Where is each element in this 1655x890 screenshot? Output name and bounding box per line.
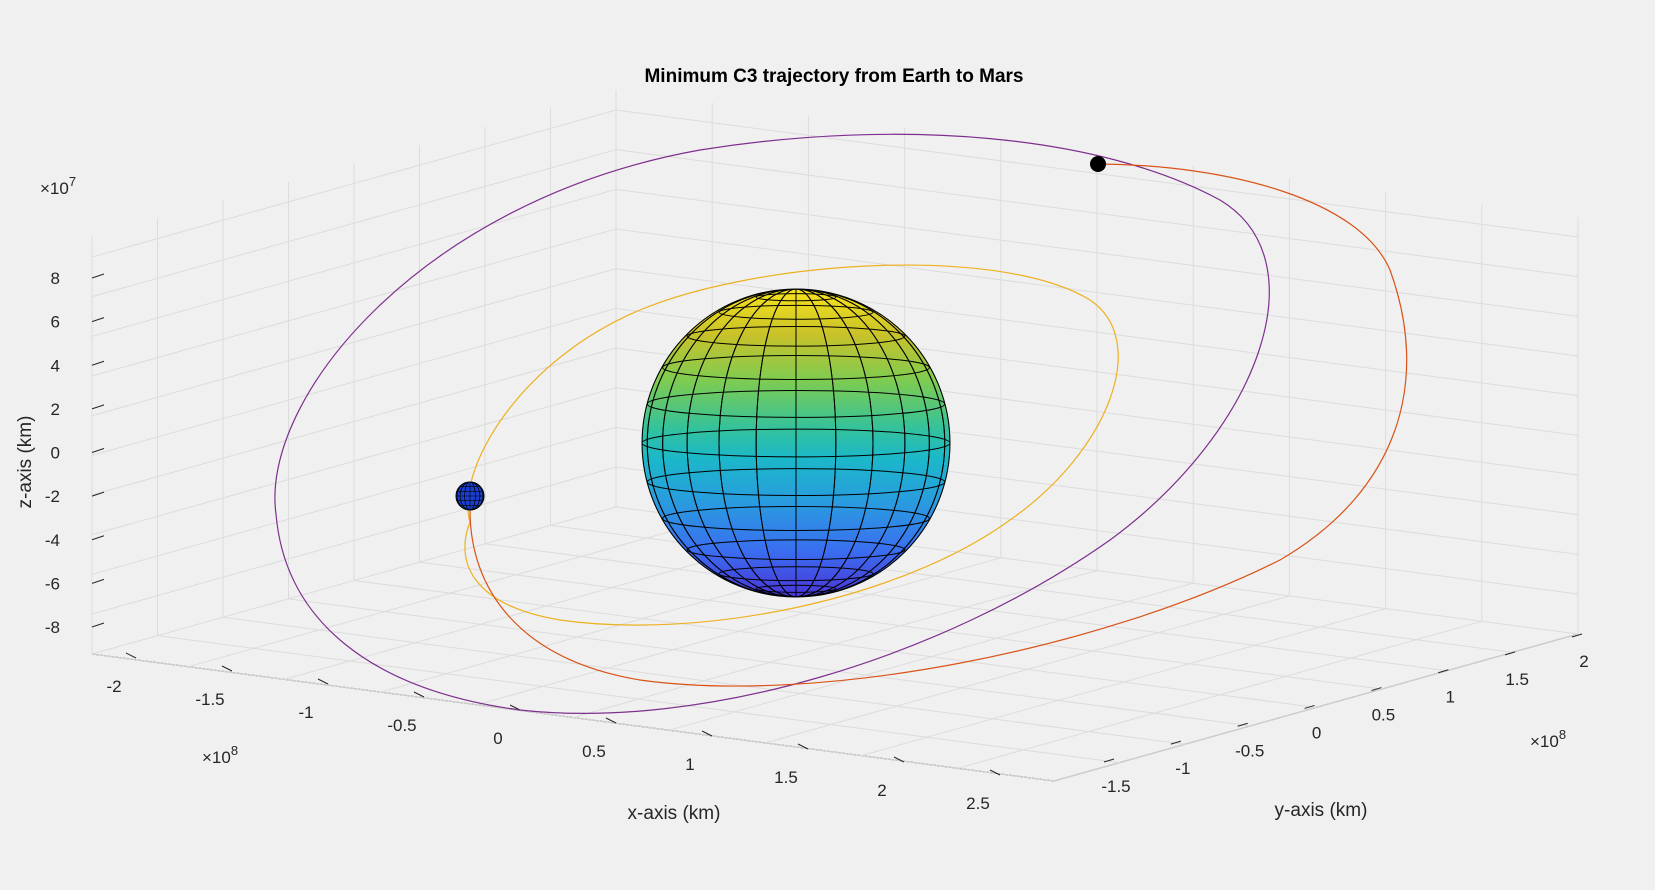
x-axis-label: x-axis (km) bbox=[628, 803, 721, 824]
x-exponent-label: ×108 bbox=[202, 743, 238, 767]
x-tick-label: 2 bbox=[877, 781, 886, 800]
earth-sphere bbox=[455, 481, 485, 511]
x-tick-label: -1 bbox=[298, 703, 313, 722]
grid-lines bbox=[91, 90, 1579, 782]
x-tick-label: 0.5 bbox=[582, 742, 606, 761]
tick-marks bbox=[91, 273, 1583, 776]
mars-marker bbox=[1090, 156, 1106, 172]
y-tick-label: -0.5 bbox=[1235, 741, 1264, 760]
z-tick-label: 0 bbox=[51, 444, 60, 463]
transfer-trajectory-line bbox=[469, 163, 1408, 687]
z-tick-label: -6 bbox=[45, 574, 60, 593]
y-tick-label: 0 bbox=[1312, 723, 1321, 742]
y-tick-label: 2 bbox=[1579, 652, 1588, 671]
x-tick-label: 1 bbox=[685, 755, 694, 774]
x-tick-label: -2 bbox=[106, 677, 121, 696]
sun-sphere bbox=[641, 288, 951, 598]
z-exponent-label: ×107 bbox=[40, 174, 76, 198]
x-tick-label: 2.5 bbox=[966, 794, 990, 813]
z-tick-label: -8 bbox=[45, 618, 60, 637]
y-exponent-label: ×108 bbox=[1530, 727, 1566, 751]
z-axis-label: z-axis (km) bbox=[15, 416, 36, 509]
z-tick-label: 6 bbox=[51, 313, 60, 332]
x-tick-label: -0.5 bbox=[387, 716, 416, 735]
earth-orbit-line bbox=[464, 264, 1119, 626]
y-tick-label: 1 bbox=[1446, 688, 1455, 707]
z-tick-label: 8 bbox=[51, 269, 60, 288]
y-axis-label: y-axis (km) bbox=[1275, 800, 1368, 821]
x-tick-label: 1.5 bbox=[774, 768, 798, 787]
y-tick-label: -1.5 bbox=[1101, 777, 1130, 796]
y-tick-label: 0.5 bbox=[1372, 706, 1396, 725]
x-tick-label: -1.5 bbox=[195, 690, 224, 709]
z-tick-label: 2 bbox=[51, 400, 60, 419]
tick-labels: -2 -1.5 -1 -0.5 0 0.5 1 1.5 2 2.5 -1.5 -1 -0.5 0 0.5 1 1… bbox=[45, 269, 1589, 813]
x-tick-label: 0 bbox=[493, 729, 502, 748]
z-tick-label: -4 bbox=[45, 531, 60, 550]
z-tick-label: 4 bbox=[51, 356, 60, 375]
z-tick-label: -2 bbox=[45, 487, 60, 506]
chart-title: Minimum C3 trajectory from Earth to Mars bbox=[644, 66, 1023, 87]
y-tick-label: -1 bbox=[1175, 759, 1190, 778]
mars-orbit-line bbox=[274, 133, 1270, 714]
y-tick-label: 1.5 bbox=[1505, 670, 1529, 689]
